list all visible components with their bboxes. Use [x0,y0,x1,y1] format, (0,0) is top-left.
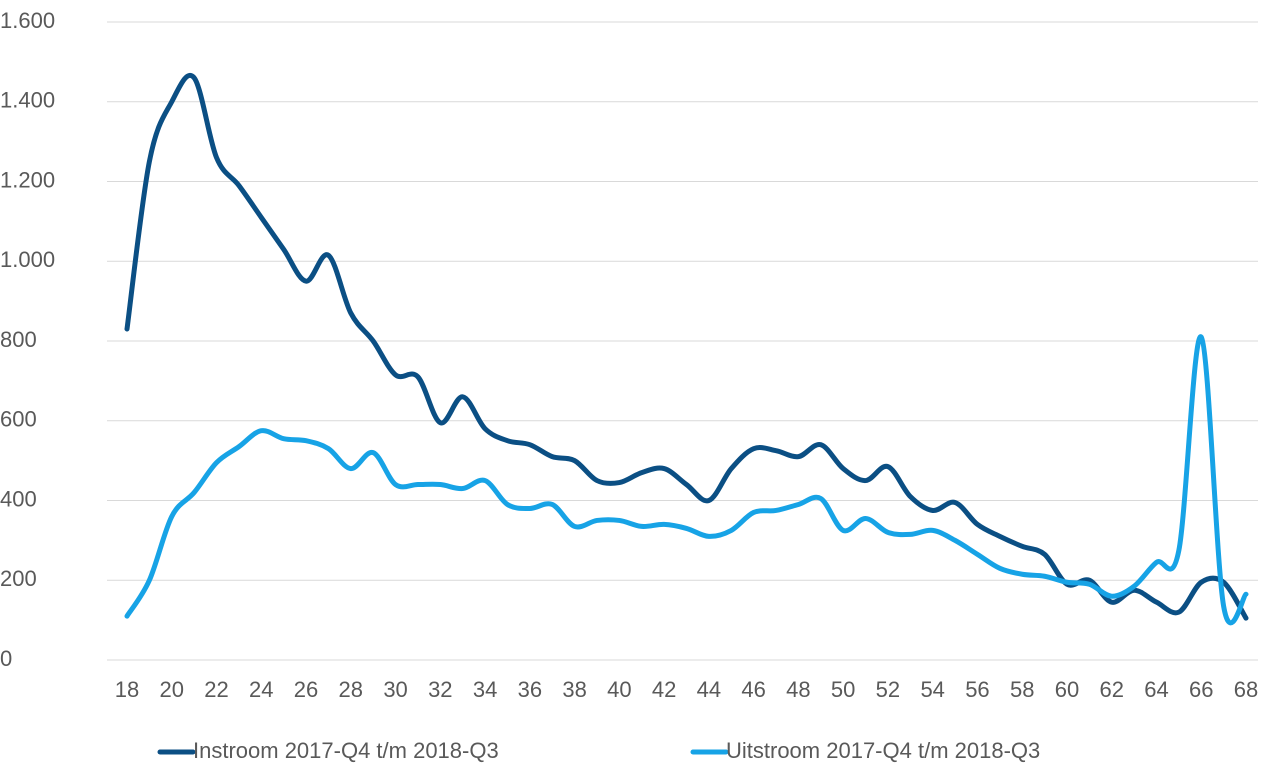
x-tick-label: 54 [920,677,944,702]
x-tick-label: 58 [1010,677,1034,702]
x-tick-label: 24 [249,677,273,702]
x-tick-label: 20 [160,677,184,702]
y-tick-label: 0 [0,646,12,671]
x-tick-label: 64 [1144,677,1168,702]
y-tick-label: 1.000 [0,247,55,272]
x-tick-label: 22 [204,677,228,702]
x-tick-label: 46 [741,677,765,702]
x-tick-label: 18 [115,677,139,702]
x-tick-label: 26 [294,677,318,702]
legend-label: Instroom 2017-Q4 t/m 2018-Q3 [193,738,499,763]
x-tick-label: 68 [1234,677,1258,702]
x-tick-label: 56 [965,677,989,702]
x-tick-label: 66 [1189,677,1213,702]
x-tick-label: 44 [697,677,721,702]
x-tick-label: 40 [607,677,631,702]
x-tick-label: 48 [786,677,810,702]
y-tick-label: 400 [0,486,37,511]
x-tick-label: 28 [339,677,363,702]
x-tick-label: 32 [428,677,452,702]
x-tick-label: 38 [562,677,586,702]
x-tick-label: 50 [831,677,855,702]
y-tick-label: 800 [0,327,37,352]
y-tick-label: 600 [0,407,37,432]
series-line [124,334,1249,626]
x-tick-label: 34 [473,677,497,702]
x-tick-label: 52 [876,677,900,702]
y-tick-label: 200 [0,566,37,591]
x-tick-label: 60 [1055,677,1079,702]
y-tick-label: 1.200 [0,167,55,192]
x-tick-label: 42 [652,677,676,702]
x-tick-label: 36 [518,677,542,702]
x-tick-label: 62 [1099,677,1123,702]
y-tick-label: 1.400 [0,88,55,113]
x-tick-label: 30 [383,677,407,702]
y-tick-label: 1.600 [0,8,55,33]
series-line [124,73,1249,621]
legend-label: Uitstroom 2017-Q4 t/m 2018-Q3 [726,738,1040,763]
